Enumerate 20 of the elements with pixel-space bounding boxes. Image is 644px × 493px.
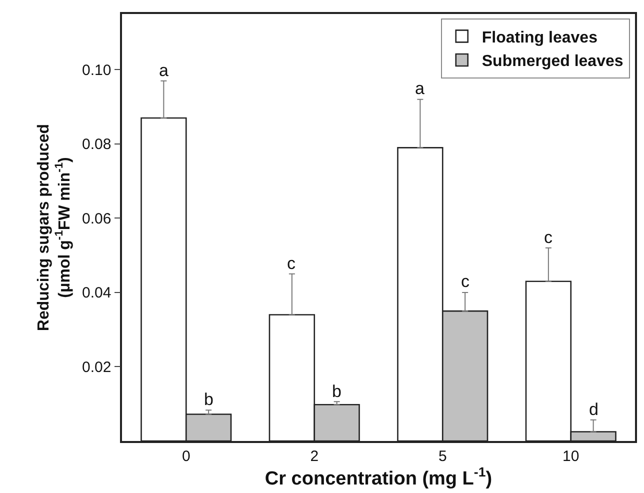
x-tick-label: 0: [182, 448, 190, 465]
y-tick-label: 0.08: [82, 136, 112, 154]
annotation: b: [332, 382, 342, 401]
y-tick-label: 0.06: [82, 210, 112, 228]
y-tick-label: 0.10: [82, 62, 112, 79]
annotation: c: [544, 228, 553, 247]
x-axis-title: Cr concentration (mg L$^{-1}$): [264, 464, 492, 490]
legend-label: Submerged leaves: [482, 53, 624, 70]
y-tick-label: 0.04: [82, 284, 112, 302]
annotation: c: [287, 254, 296, 273]
annotation: c: [461, 272, 470, 291]
x-tick-label: 5: [438, 448, 447, 465]
legend-label: Floating leaves: [482, 29, 598, 46]
annotation: b: [204, 390, 214, 409]
y-tick-label: 0.02: [82, 358, 112, 376]
annotation: a: [159, 61, 169, 80]
annotation: a: [415, 79, 425, 98]
annotation: d: [589, 400, 598, 419]
x-tick-label: 10: [562, 448, 580, 465]
x-tick-label: 2: [310, 448, 319, 465]
